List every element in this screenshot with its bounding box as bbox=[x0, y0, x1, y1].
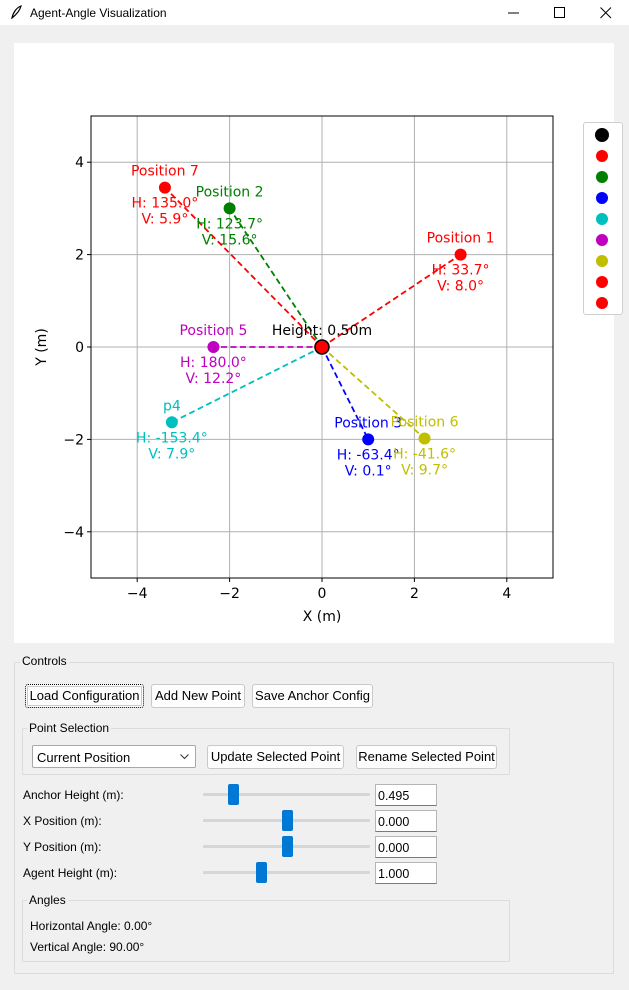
horizontal-angle-label: H: -63.4° bbox=[337, 447, 400, 463]
legend-marker bbox=[596, 276, 608, 288]
point-name-label: Position 3 bbox=[334, 415, 402, 431]
legend-marker bbox=[596, 297, 608, 309]
agent-height-input[interactable]: 1.000 bbox=[375, 862, 437, 884]
x-position-slider-thumb[interactable] bbox=[281, 810, 293, 831]
point-name-label: Position 6 bbox=[391, 414, 459, 430]
x-tick-label: −4 bbox=[127, 586, 148, 602]
maximize-icon bbox=[554, 7, 565, 18]
legend-marker bbox=[596, 150, 608, 162]
point-name-label: Position 7 bbox=[131, 164, 199, 180]
anchor-height-slider-thumb[interactable] bbox=[228, 784, 240, 805]
data-point bbox=[158, 181, 171, 194]
legend-marker bbox=[596, 213, 608, 225]
point-name-label: Position 2 bbox=[196, 184, 264, 200]
vertical-angle-label: V: 15.6° bbox=[202, 232, 258, 248]
x-tick-label: 4 bbox=[502, 586, 511, 602]
connector-line bbox=[164, 186, 323, 348]
connector-line bbox=[228, 207, 323, 348]
agent-height-label: Agent Height (m): bbox=[23, 866, 118, 880]
y-tick-label: 0 bbox=[75, 340, 84, 356]
anchor-height-slider[interactable] bbox=[203, 793, 370, 796]
legend-marker bbox=[595, 128, 609, 142]
legend-marker bbox=[596, 171, 608, 183]
vertical-angle-label: V: 0.1° bbox=[345, 463, 392, 479]
chevron-down-icon bbox=[180, 754, 189, 760]
anchor-height-input[interactable]: 0.495 bbox=[375, 784, 437, 806]
plot-canvas: −4 −2 0 2 4 −4 −2 0 2 4 X (m) Y (m) Position 7 H: 135… bbox=[14, 43, 614, 643]
y-position-label: Y Position (m): bbox=[23, 840, 102, 854]
update-selected-point-button[interactable]: Update Selected Point bbox=[207, 745, 344, 769]
horizontal-angle-label: H: 123.7° bbox=[196, 216, 263, 232]
x-axis-label: X (m) bbox=[303, 609, 342, 625]
x-position-label: X Position (m): bbox=[23, 814, 102, 828]
horizontal-angle-label: H: 33.7° bbox=[432, 263, 490, 279]
point-selection-group bbox=[22, 728, 510, 775]
agent-height-slider[interactable] bbox=[203, 871, 370, 874]
vertical-angle-label: V: 12.2° bbox=[186, 371, 242, 387]
anchor-point bbox=[314, 339, 330, 355]
window-title: Agent-Angle Visualization bbox=[30, 6, 167, 20]
connector-line bbox=[321, 253, 462, 348]
horizontal-angle-readout: Horizontal Angle: 0.00° bbox=[30, 919, 153, 933]
horizontal-angle-label: H: -41.6° bbox=[393, 446, 456, 462]
y-tick-label: −2 bbox=[63, 432, 84, 448]
data-point bbox=[454, 248, 467, 261]
y-tick-label: 4 bbox=[75, 155, 84, 171]
minimize-button[interactable] bbox=[491, 0, 537, 26]
horizontal-angle-label: H: 180.0° bbox=[180, 355, 247, 371]
vertical-angle-label: V: 7.9° bbox=[148, 446, 195, 462]
controls-group bbox=[14, 662, 614, 974]
save-anchor-config-button[interactable]: Save Anchor Config bbox=[252, 684, 373, 708]
vertical-angle-label: V: 8.0° bbox=[437, 279, 484, 295]
point-select-dropdown[interactable]: Current Position bbox=[32, 745, 196, 768]
vertical-angle-readout: Vertical Angle: 90.00° bbox=[30, 940, 145, 954]
vertical-angle-label: V: 5.9° bbox=[141, 212, 188, 228]
selected-point-value: Current Position bbox=[37, 750, 131, 765]
x-tick-label: −2 bbox=[219, 586, 240, 602]
x-position-input[interactable]: 0.000 bbox=[375, 810, 437, 832]
add-new-point-button[interactable]: Add New Point bbox=[151, 684, 245, 708]
vertical-angle-label: V: 9.7° bbox=[401, 462, 448, 478]
rename-selected-point-button[interactable]: Rename Selected Point bbox=[356, 745, 497, 769]
legend-marker bbox=[596, 192, 608, 204]
load-configuration-button[interactable]: Load Configuration bbox=[25, 684, 144, 708]
data-point bbox=[165, 416, 178, 429]
legend bbox=[583, 122, 623, 315]
minimize-icon bbox=[508, 12, 519, 14]
anchor-height-label: Anchor Height (m): bbox=[23, 788, 124, 802]
y-tick-label: −4 bbox=[63, 525, 84, 541]
point-name-label: Position 1 bbox=[427, 231, 495, 247]
y-tick-label: 2 bbox=[75, 248, 84, 264]
point-selection-title: Point Selection bbox=[27, 721, 112, 735]
data-point bbox=[418, 432, 431, 445]
horizontal-angle-label: H: 135.0° bbox=[132, 196, 199, 212]
maximize-button[interactable] bbox=[537, 0, 583, 26]
legend-marker bbox=[596, 255, 608, 267]
data-point bbox=[207, 341, 220, 353]
angles-group bbox=[22, 900, 510, 962]
data-point bbox=[223, 202, 236, 215]
data-point bbox=[362, 433, 375, 446]
point-name-label: p4 bbox=[163, 398, 181, 414]
connector-line bbox=[321, 346, 426, 440]
close-icon bbox=[600, 7, 612, 19]
close-button[interactable] bbox=[583, 0, 629, 26]
x-tick-label: 0 bbox=[318, 586, 327, 602]
title-bar: Agent-Angle Visualization bbox=[0, 0, 629, 26]
anchor-height-label: Height: 0.50m bbox=[272, 323, 372, 339]
connector-line bbox=[321, 346, 370, 440]
controls-title: Controls bbox=[20, 654, 69, 668]
x-tick-label: 2 bbox=[410, 586, 419, 602]
y-axis-label: Y (m) bbox=[34, 328, 50, 367]
angles-title: Angles bbox=[27, 893, 68, 907]
feather-icon bbox=[11, 5, 22, 19]
legend-marker bbox=[596, 234, 608, 246]
horizontal-angle-label: H: -153.4° bbox=[136, 430, 208, 446]
y-position-input[interactable]: 0.000 bbox=[375, 836, 437, 858]
y-position-slider-thumb[interactable] bbox=[281, 836, 293, 857]
point-name-label: Position 5 bbox=[179, 323, 247, 339]
agent-angle-plot: −4 −2 0 2 4 −4 −2 0 2 4 X (m) Y (m) Position 7 H: 135… bbox=[34, 115, 554, 625]
agent-height-slider-thumb[interactable] bbox=[256, 862, 268, 883]
